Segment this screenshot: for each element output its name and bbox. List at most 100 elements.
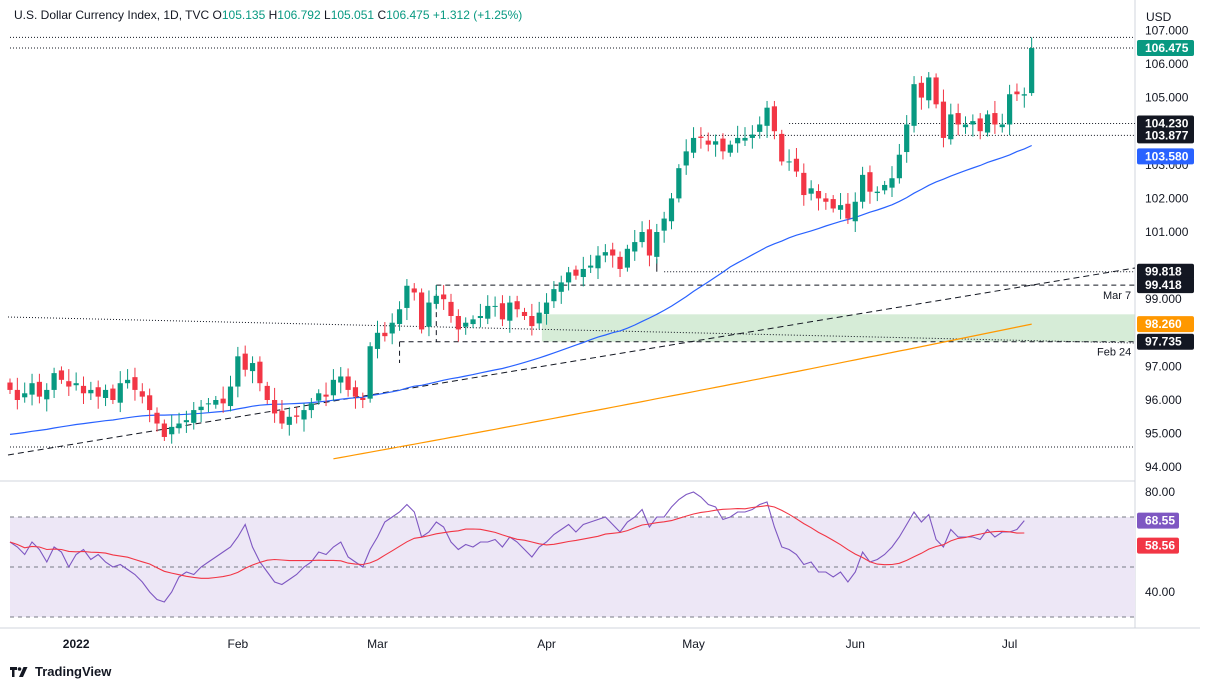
brand-label: TradingView (35, 664, 112, 679)
candle-body (477, 316, 483, 319)
candle-body (632, 242, 638, 252)
candle-body (668, 198, 675, 222)
candle-body (316, 393, 322, 401)
time-tick-label: Apr (537, 637, 556, 651)
low-label: L (324, 8, 331, 22)
candle-body (874, 191, 880, 194)
candle-body (110, 388, 116, 400)
candle-body (977, 118, 983, 132)
candle-body (95, 387, 101, 397)
candle-body (1021, 94, 1027, 96)
candle-body (125, 379, 131, 384)
candle-body (808, 188, 814, 194)
candle-body (992, 113, 998, 125)
candle-body (161, 423, 167, 437)
candle-body (360, 397, 366, 400)
candle-body (426, 302, 432, 327)
candle-body (227, 386, 234, 407)
candle-body (735, 137, 741, 144)
candle-body (727, 144, 733, 153)
level-99818-badge: 99.818 (1145, 265, 1182, 279)
time-tick-label: Feb (228, 637, 249, 651)
tradingview-logo[interactable]: TradingView (10, 664, 111, 679)
candle-body (382, 332, 388, 337)
candle-body (411, 288, 417, 293)
candle-body (617, 256, 623, 269)
candle-body (257, 361, 263, 384)
candle-body (970, 121, 976, 125)
falling-trendline (7, 316, 1136, 344)
sma50-badge: 103.580 (1145, 149, 1189, 163)
price-tick-label: 107.000 (1145, 23, 1189, 37)
candle-body (441, 294, 447, 300)
tradingview-logo-icon (10, 666, 28, 677)
candle-body (610, 249, 616, 256)
level-97735-badge: 97.735 (1145, 335, 1182, 349)
candle-body (220, 398, 226, 404)
candle-body (235, 356, 241, 387)
candle-body (279, 410, 285, 424)
candle-body (779, 133, 785, 162)
candle-body (720, 138, 726, 152)
candle-body (183, 420, 189, 423)
candle-body (242, 353, 248, 370)
candle-body (757, 124, 763, 132)
candle-body (558, 282, 564, 292)
candle-body (7, 382, 13, 390)
candle-body (58, 370, 65, 380)
candle-body (742, 137, 748, 141)
candle-body (852, 201, 858, 222)
candle-body (536, 312, 542, 324)
price-tick-label: 105.000 (1145, 91, 1189, 105)
close-value: 106.475 (386, 8, 430, 22)
rsi-value-badge: 68.55 (1145, 514, 1175, 528)
candle-body (345, 376, 351, 390)
candle-body (514, 301, 520, 310)
candle-body (367, 346, 373, 399)
candle-body (73, 383, 79, 386)
candle-body (933, 77, 939, 105)
candle-body (566, 272, 572, 283)
candle-body (793, 158, 800, 172)
change-value: +1.312 (+1.25%) (432, 8, 523, 22)
candle-body (911, 84, 917, 126)
symbol-title: U.S. Dollar Currency Index, 1D, TVC (14, 8, 210, 22)
time-tick-label: Jun (846, 637, 865, 651)
close-label: C (377, 8, 387, 22)
candle-body (551, 289, 557, 302)
candle-body (690, 137, 697, 153)
price-tick-label: 99.000 (1145, 292, 1182, 306)
candle-body (771, 106, 777, 132)
candle-body (139, 391, 145, 397)
candle-body (529, 316, 535, 327)
candle-body (448, 301, 454, 316)
candle-body (962, 124, 969, 128)
candle-body (602, 252, 608, 256)
candle-body (51, 373, 57, 390)
candle-body (705, 140, 711, 145)
candle-body (624, 248, 630, 268)
price-tick-label: 106.000 (1145, 57, 1189, 71)
candle-body (984, 114, 991, 133)
price-tick-label: 94.000 (1145, 460, 1182, 474)
rsi-ma-line (9, 505, 1025, 579)
candle-body (470, 319, 476, 325)
candle-body (272, 400, 278, 414)
candle-body (169, 426, 175, 435)
candle-body (1014, 91, 1020, 95)
candle-body (507, 302, 513, 321)
rising-trendline (7, 267, 1136, 456)
candle-body (330, 379, 336, 396)
time-tick-label: 2022 (63, 637, 90, 651)
high-label: H (268, 8, 278, 22)
candle-body (14, 389, 20, 400)
level-99418-badge: 99.418 (1145, 278, 1182, 292)
candle-body (102, 389, 109, 398)
rsi-ma-badge: 58.56 (1145, 539, 1175, 553)
currency-label: USD (1146, 10, 1172, 24)
candle-body (205, 403, 212, 405)
candle-body (926, 77, 932, 101)
rsi-ma-badge-bg (1137, 537, 1179, 554)
sma200-badge: 98.260 (1145, 317, 1182, 331)
